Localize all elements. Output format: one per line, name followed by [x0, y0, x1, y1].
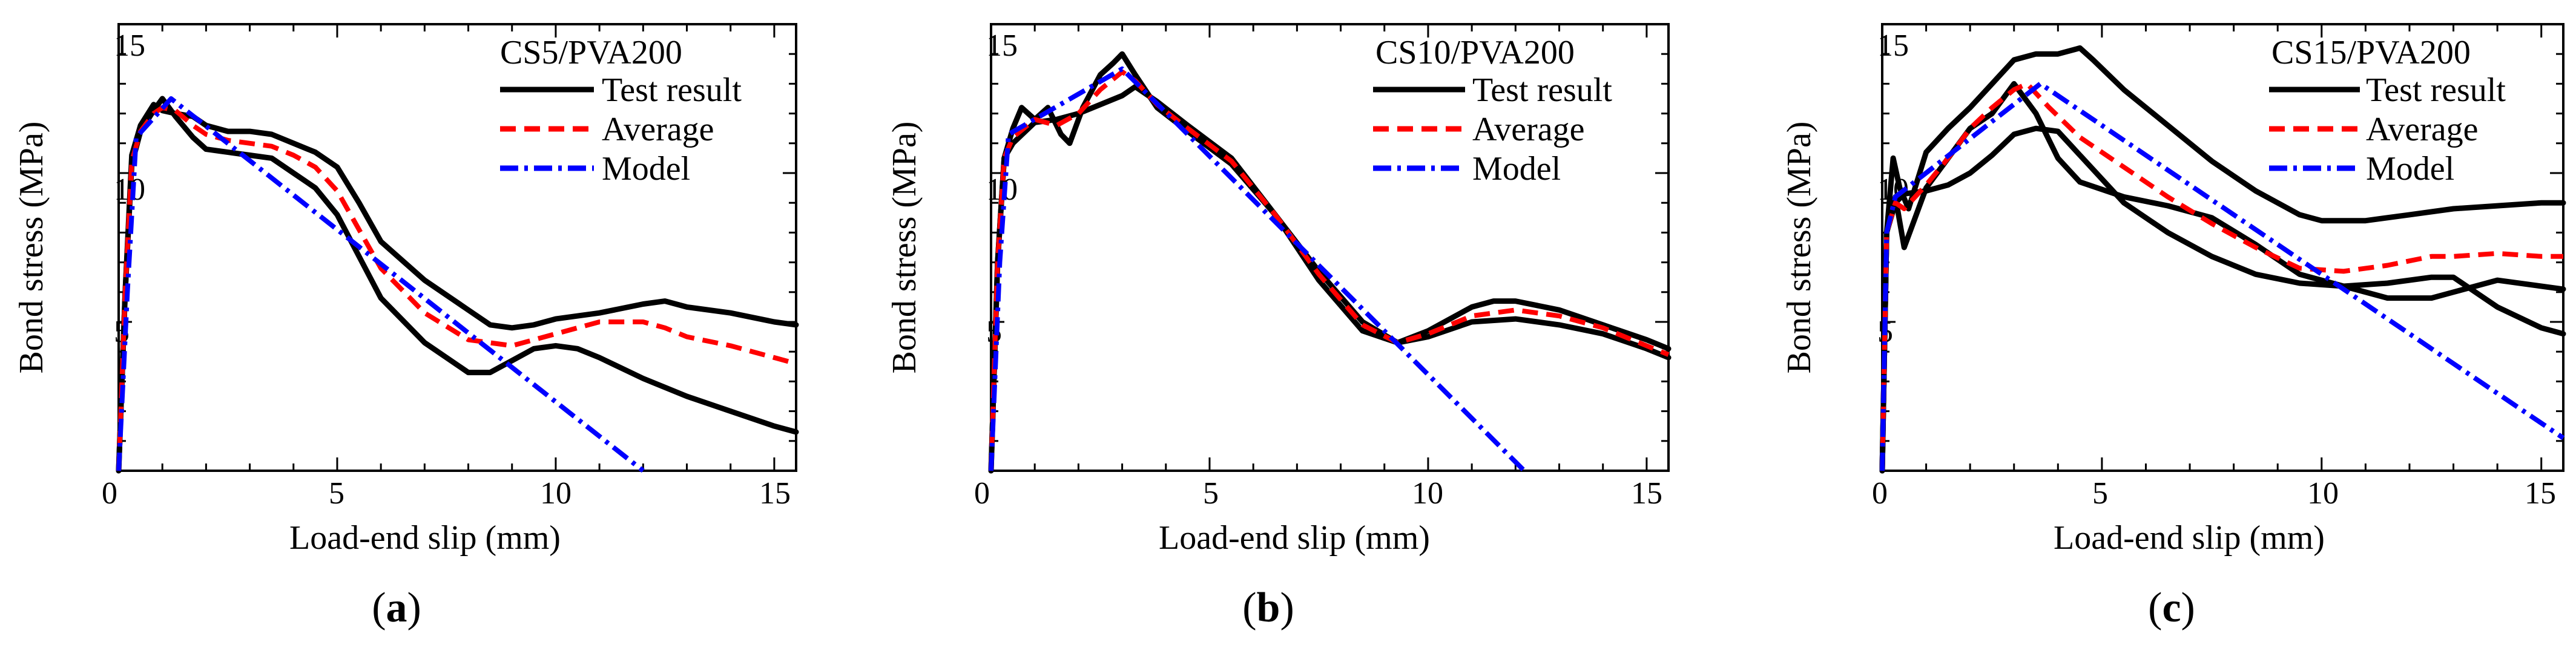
legend: Test result Average Model — [500, 71, 742, 188]
legend-label-model: Model — [602, 150, 690, 188]
series-line-test-1 — [116, 96, 799, 474]
series-group — [116, 96, 799, 474]
series-line-average-4 — [1880, 81, 2563, 471]
plot-frame — [117, 23, 797, 472]
panel-caption-letter: a — [386, 584, 407, 631]
x-tick-label: 15 — [759, 476, 791, 511]
y-tick-label: 15 — [114, 28, 145, 63]
x-tick-label: 5 — [329, 476, 344, 511]
x-tick-labels: 0 5 10 15 — [974, 476, 1662, 511]
x-tick-label: 10 — [540, 476, 572, 511]
x-tick-label: 0 — [102, 476, 117, 511]
x-axis-title: Load-end slip (mm) — [1159, 519, 1430, 557]
x-tick-label: 0 — [1872, 476, 1888, 511]
series-line-test-3 — [1879, 125, 2566, 474]
tick-marks — [1881, 23, 2563, 472]
y-axis-title: Bond stress (MPa) — [886, 122, 923, 374]
x-axis-title: Load-end slip (mm) — [289, 519, 561, 557]
x-tick-label: 10 — [2307, 476, 2339, 511]
x-axis-title: Load-end slip (mm) — [2054, 519, 2325, 557]
series-line-average-3 — [116, 105, 797, 471]
panel-c: 15 10 5 0 5 10 15 Load-end slip (mm) Bon… — [1780, 23, 2566, 631]
panel-title: CS10/PVA200 — [1375, 34, 1575, 71]
legend-label-test: Test result — [1472, 71, 1612, 109]
series-group — [1879, 45, 2566, 474]
series-line-model-4 — [116, 96, 645, 473]
x-tick-label: 5 — [1203, 476, 1219, 511]
series-line-test-2 — [1879, 80, 2566, 474]
x-tick-label: 15 — [2525, 476, 2556, 511]
panel-caption-letter: c — [2162, 584, 2181, 631]
panel-title: CS5/PVA200 — [500, 34, 682, 71]
legend: Test result Average Model — [2269, 71, 2506, 188]
x-tick-labels: 0 5 10 15 — [102, 476, 791, 511]
panel-title: CS15/PVA200 — [2271, 34, 2471, 71]
x-tick-labels: 0 5 10 15 — [1872, 476, 2556, 511]
legend-label-model: Model — [1472, 150, 1561, 188]
legend-label-model: Model — [2366, 150, 2454, 188]
series-line-test-2 — [116, 102, 799, 474]
panel-caption: (b) — [1242, 584, 1294, 631]
x-tick-label: 0 — [974, 476, 990, 511]
panel-caption: (a) — [372, 584, 421, 631]
legend: Test result Average Model — [1373, 71, 1612, 188]
panel-caption: (c) — [2148, 584, 2195, 631]
series-line-model-5 — [1880, 81, 2565, 471]
y-axis-title: Bond stress (MPa) — [13, 122, 50, 374]
plot-frame — [990, 23, 1670, 472]
x-tick-label: 5 — [2092, 476, 2108, 511]
panel-a: 15 10 5 0 5 10 15 Load-end slip (mm) Bon… — [13, 23, 799, 631]
panel-caption-letter: b — [1257, 584, 1280, 631]
series-group — [988, 51, 1672, 474]
legend-label-test: Test result — [602, 71, 742, 109]
panel-b: 15 10 5 0 5 10 15 Load-end slip (mm) Bon… — [886, 23, 1672, 631]
legend-label-test: Test result — [2366, 71, 2506, 109]
y-tick-label: 15 — [1877, 28, 1909, 63]
legend-label-average: Average — [2366, 111, 2479, 148]
y-axis-title: Bond stress (MPa) — [1780, 122, 1818, 374]
x-tick-label: 10 — [1412, 476, 1443, 511]
y-tick-label: 15 — [986, 28, 1018, 63]
series-line-average-3 — [989, 69, 1670, 471]
series-line-model-4 — [989, 66, 1526, 473]
plot-frame — [1881, 23, 2564, 472]
legend-label-average: Average — [602, 111, 714, 148]
x-tick-label: 15 — [1631, 476, 1662, 511]
legend-label-average: Average — [1472, 111, 1585, 148]
